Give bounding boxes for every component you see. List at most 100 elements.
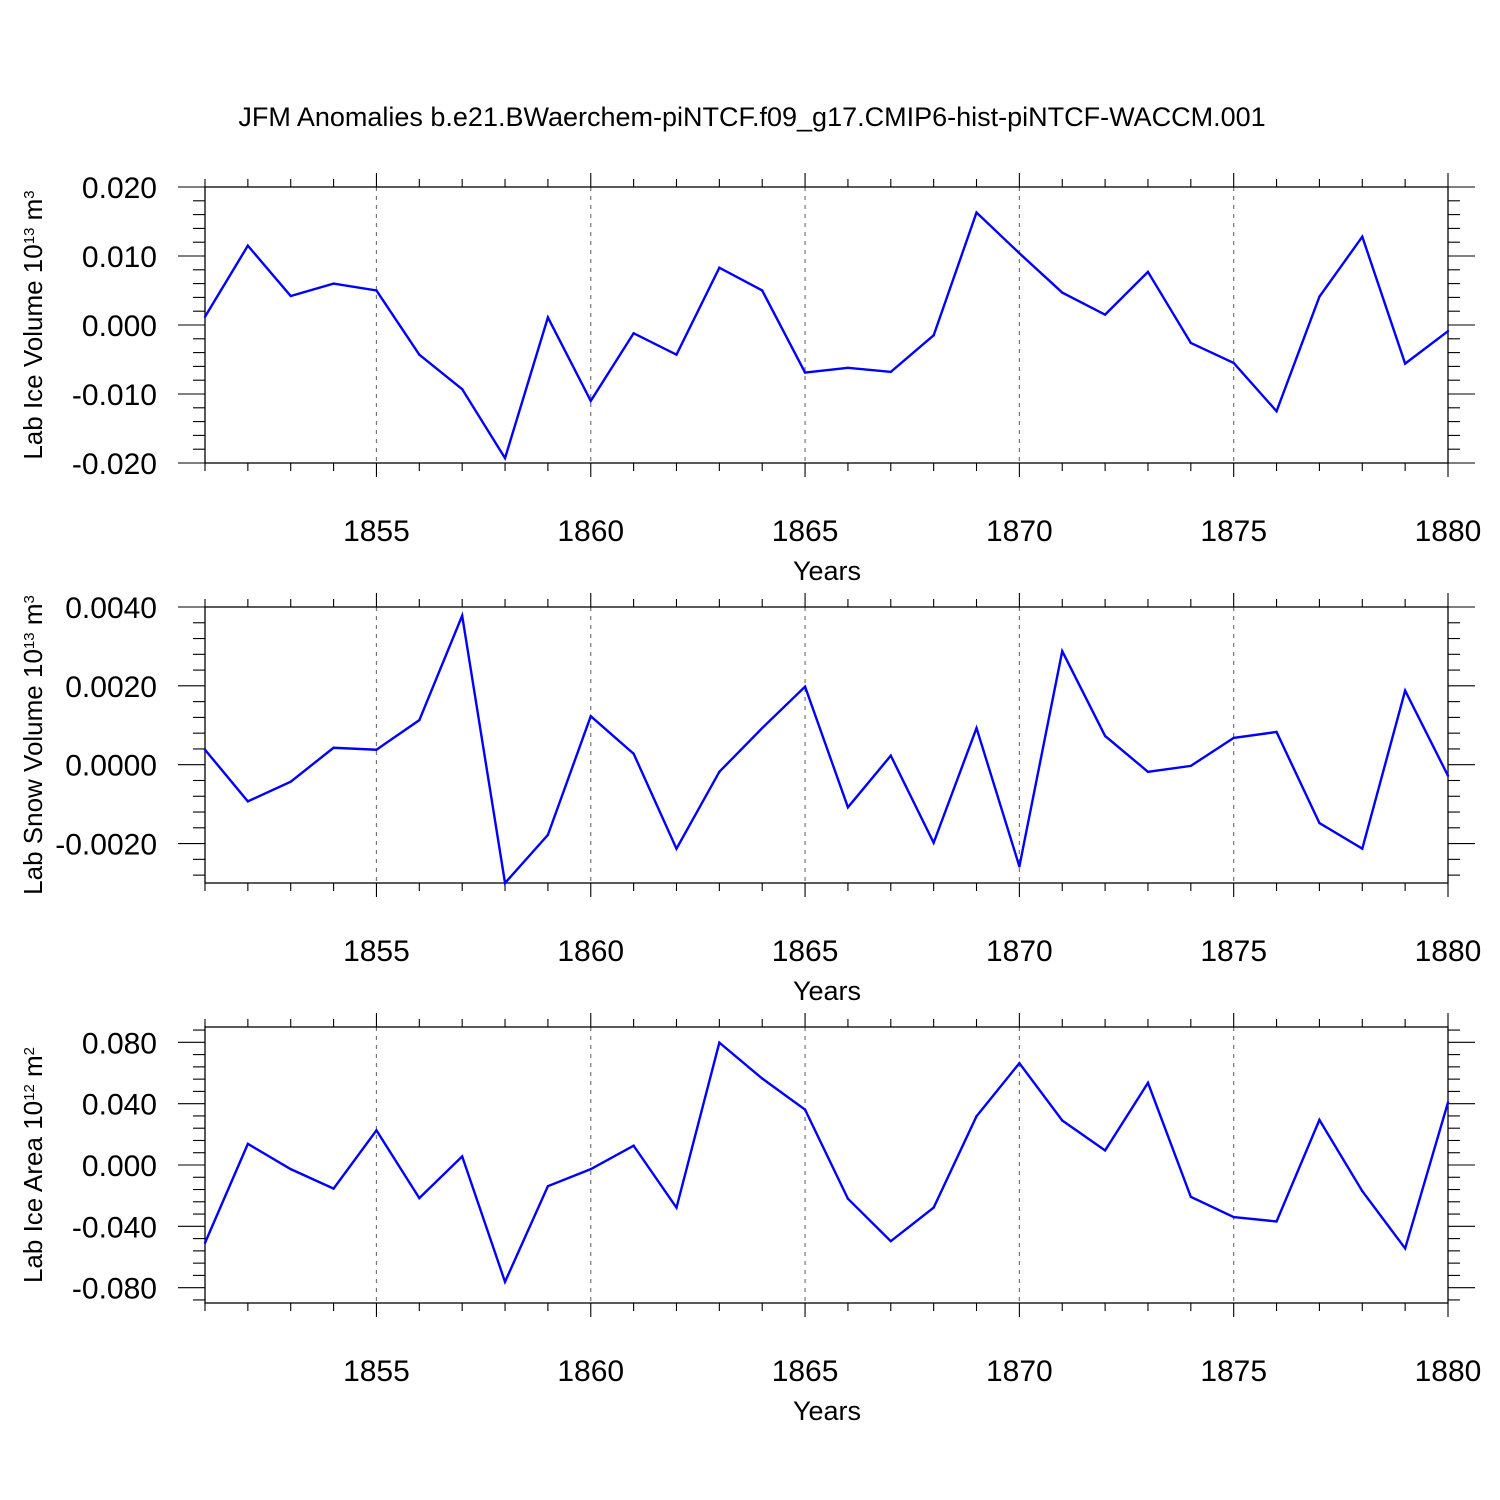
ice-area-x-tick-label: 1880 bbox=[1415, 1355, 1482, 1388]
ice-area-data-point bbox=[1061, 1119, 1064, 1122]
ice-volume-x-tick-label: 1860 bbox=[557, 515, 624, 548]
snow-volume-data-point bbox=[203, 748, 207, 751]
ice-area-data-point bbox=[975, 1115, 978, 1118]
ice-area-y-tick-label: 0.080 bbox=[82, 1027, 157, 1060]
snow-volume-data-point bbox=[1061, 649, 1064, 653]
ice-volume-data-point bbox=[1061, 291, 1064, 294]
snow-volume-data-point bbox=[332, 746, 335, 749]
ice-volume-data-point bbox=[1403, 362, 1407, 365]
snow-volume-x-axis-label: Years bbox=[793, 976, 861, 1006]
snow-volume-y-label-unit: m bbox=[18, 604, 48, 633]
snow-volume-data-point bbox=[1275, 730, 1278, 734]
ice-volume-data-point bbox=[1146, 270, 1150, 274]
snow-volume-data-point bbox=[1318, 821, 1321, 825]
ice-volume-y-axis-label: Lab Ice Volume 1013 m3 bbox=[18, 190, 48, 459]
ice-area-y-axis-label: Lab Ice Area 1012 m2 bbox=[18, 1047, 48, 1283]
ice-area-data-point bbox=[1146, 1081, 1150, 1085]
ice-area-series-line bbox=[203, 1040, 1450, 1286]
ice-area-data-point bbox=[1232, 1215, 1235, 1219]
ice-volume-data-point bbox=[1275, 410, 1278, 413]
ice-volume-panel: -0.020 -0.010 0.000 0.010 0.020 1855 1860 1865 1… bbox=[18, 172, 1481, 586]
snow-volume-data-point bbox=[761, 726, 764, 730]
snow-volume-data-point bbox=[1361, 847, 1364, 850]
snow-volume-x-tick-label: 1875 bbox=[1200, 935, 1267, 968]
snow-volume-data-point bbox=[1018, 865, 1021, 868]
ice-volume-data-point bbox=[1189, 341, 1193, 345]
ice-area-y-label-unit-exponent: 2 bbox=[21, 1047, 38, 1055]
snow-volume-data-point bbox=[589, 715, 592, 718]
snow-volume-data-point bbox=[246, 800, 250, 803]
ice-volume-series-line bbox=[203, 210, 1449, 462]
ice-volume-data-point bbox=[761, 289, 764, 292]
snow-volume-data-point bbox=[1403, 689, 1407, 692]
ice-volume-data-point bbox=[1018, 252, 1021, 255]
snow-volume-panel: -0.0020 0.0000 0.0020 0.0040 1855 1860 1865 187… bbox=[18, 592, 1481, 1006]
ice-volume-data-point bbox=[1361, 235, 1364, 238]
ice-area-y-tick-label: 0.040 bbox=[82, 1089, 157, 1122]
ice-volume-x-tick-label: 1870 bbox=[986, 515, 1053, 548]
ice-volume-y-label-prefix: Lab Ice Volume 10 bbox=[18, 244, 48, 459]
snow-volume-y-label-exponent: 13 bbox=[21, 632, 38, 649]
ice-volume-y-tick-label: 0.010 bbox=[82, 241, 157, 274]
snow-volume-data-point bbox=[803, 685, 807, 688]
ice-area-x-axis-label: Years bbox=[793, 1396, 861, 1426]
ice-area-x-tick-label: 1875 bbox=[1200, 1355, 1267, 1388]
ice-area-data-point bbox=[932, 1206, 935, 1209]
ice-area-y-label-unit: m bbox=[18, 1055, 48, 1084]
ice-area-data-point bbox=[1189, 1195, 1193, 1199]
ice-area-x-tick-label: 1855 bbox=[343, 1355, 410, 1388]
ice-area-data-point bbox=[675, 1206, 678, 1209]
snow-volume-y-label-prefix: Lab Snow Volume 10 bbox=[18, 649, 48, 895]
ice-volume-data-point bbox=[375, 289, 378, 292]
ice-area-data-point bbox=[1403, 1247, 1407, 1250]
ice-area-data-point bbox=[1103, 1149, 1107, 1152]
ice-area-data-point bbox=[503, 1280, 507, 1284]
ice-volume-y-tick-label: -0.010 bbox=[72, 379, 157, 412]
ice-volume-data-point bbox=[718, 266, 721, 269]
snow-volume-data-point bbox=[718, 770, 721, 774]
snow-volume-data-point bbox=[846, 806, 850, 809]
figure-title: JFM Anomalies b.e21.BWaerchem-piNTCF.f09… bbox=[238, 102, 1265, 132]
snow-volume-x-tick-label: 1855 bbox=[343, 935, 410, 968]
snow-volume-data-point bbox=[1103, 734, 1107, 738]
ice-area-data-point bbox=[1446, 1101, 1450, 1104]
snow-volume-y-tick-label: -0.0020 bbox=[55, 829, 157, 862]
ice-area-data-point bbox=[246, 1142, 250, 1146]
snow-volume-x-tick-label: 1860 bbox=[557, 935, 624, 968]
ice-area-y-tick-label: 0.000 bbox=[82, 1150, 157, 1183]
snow-volume-data-point bbox=[975, 726, 978, 730]
ice-area-y-tick-label: -0.080 bbox=[72, 1273, 157, 1306]
ice-volume-y-tick-label: 0.000 bbox=[82, 310, 157, 343]
ice-volume-x-tick-label: 1865 bbox=[772, 515, 839, 548]
snow-volume-data-point bbox=[632, 752, 635, 755]
snow-volume-data-point bbox=[375, 748, 378, 751]
snow-volume-data-point bbox=[675, 847, 678, 850]
ice-volume-data-point bbox=[803, 371, 807, 374]
snow-volume-y-label-unit-exponent: 3 bbox=[21, 595, 38, 603]
ice-area-data-point bbox=[889, 1240, 892, 1243]
ice-volume-data-point bbox=[932, 334, 935, 337]
snow-volume-y-tick-label: 0.0020 bbox=[65, 671, 157, 704]
ice-area-data-point bbox=[803, 1108, 807, 1111]
snow-volume-x-tick-label: 1880 bbox=[1415, 935, 1482, 968]
snow-volume-data-point bbox=[1232, 736, 1235, 740]
ice-volume-data-point bbox=[975, 211, 978, 214]
ice-area-data-point bbox=[375, 1129, 378, 1132]
ice-area-y-label-exponent: 12 bbox=[21, 1084, 38, 1101]
ice-volume-data-point bbox=[503, 456, 507, 460]
ice-volume-data-point bbox=[1446, 330, 1450, 333]
snow-volume-data-point bbox=[418, 718, 421, 722]
ice-area-y-tick-label: -0.040 bbox=[72, 1211, 157, 1244]
ice-volume-y-label-unit-exponent: 3 bbox=[21, 190, 38, 198]
ice-area-y-label-prefix: Lab Ice Area 10 bbox=[18, 1101, 48, 1283]
ice-area-data-point bbox=[1275, 1220, 1278, 1223]
ice-area-x-tick-label: 1865 bbox=[772, 1355, 839, 1388]
snow-volume-x-tick-label: 1865 bbox=[772, 935, 839, 968]
ice-volume-y-label-unit: m bbox=[18, 199, 48, 228]
snow-volume-y-tick-label: 0.0000 bbox=[65, 750, 157, 783]
snow-volume-y-axis-label: Lab Snow Volume 1013 m3 bbox=[18, 595, 48, 895]
ice-area-panel: -0.080 -0.040 0.000 0.040 0.080 1855 1860 1865 1… bbox=[18, 1013, 1481, 1426]
snow-volume-data-point bbox=[460, 614, 464, 617]
ice-volume-data-point bbox=[418, 353, 421, 356]
